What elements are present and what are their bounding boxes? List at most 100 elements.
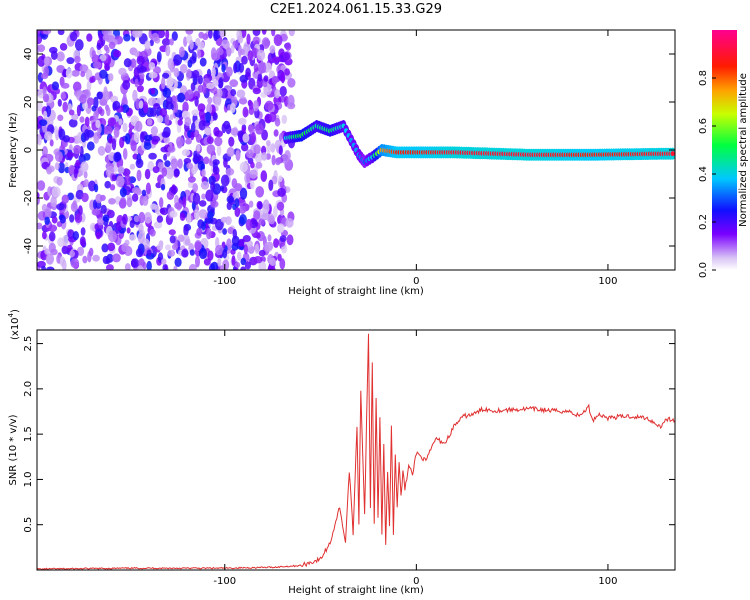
heatmap-noise-cell [135, 248, 143, 258]
heatmap-noise-cell [173, 101, 179, 114]
heatmap-noise-cell [162, 87, 172, 98]
heatmap-noise-cell [258, 62, 267, 74]
heatmap-noise-cell [62, 135, 70, 143]
heatmap-noise-cell [226, 66, 233, 77]
heatmap-noise-cell [144, 212, 152, 224]
heatmap-noise-cell [99, 54, 107, 62]
snr-y-ticks: 0.5 1.0 1.5 2.0 2.5 [23, 336, 675, 533]
heatmap-noise-cell [108, 230, 117, 243]
heatmap-noise-cell [198, 31, 205, 39]
heatmap-noise-cell [80, 238, 86, 248]
heatmap-noise-cell [69, 31, 78, 42]
heatmap-noise-cell [86, 141, 95, 151]
y-tick-label: 0.5 [23, 517, 34, 533]
heatmap-noise-cell [242, 235, 251, 242]
heatmap-noise-cell [147, 160, 155, 172]
heatmap-noise-cell [149, 228, 156, 237]
heatmap-noise-cell [103, 44, 109, 51]
heatmap-noise-cell [184, 238, 191, 246]
heatmap-noise-cell [185, 30, 194, 35]
heatmap-noise-cell [214, 136, 223, 147]
heatmap-noise-cell [80, 71, 86, 78]
heatmap-noise-cell [118, 67, 127, 76]
heatmap-noise-cell [134, 78, 139, 88]
heatmap-noise-cell [107, 242, 116, 252]
heatmap-noise-cell [122, 92, 127, 104]
heatmap-noise-cell [111, 138, 117, 151]
heatmap-noise-cell [198, 200, 207, 207]
heatmap-noise-cell [151, 135, 161, 143]
heatmap-noise-cell [37, 101, 43, 112]
heatmap-noise-cell [133, 131, 140, 143]
heatmap-noise-cell [214, 96, 222, 106]
heatmap-noise-cell [210, 261, 219, 270]
heatmap-noise-cell [138, 211, 146, 224]
heatmap-noise-cell [122, 213, 128, 225]
heatmap-noise-cell [173, 168, 180, 177]
heatmap-noise-cell [198, 247, 208, 260]
heatmap-noise-cell [205, 111, 212, 124]
heatmap-noise-cell [222, 228, 228, 235]
heatmap-noise-cell [78, 205, 83, 216]
heatmap-noise-cell [68, 118, 78, 128]
heatmap-noise-cell [230, 89, 237, 97]
heatmap-noise-cell [143, 101, 149, 114]
snr-frame [36, 329, 676, 571]
heatmap-noise-cell [286, 234, 294, 246]
heatmap-noise-cell [60, 92, 67, 100]
heatmap-noise-cell [288, 30, 295, 37]
heatmap-noise-cell [122, 79, 131, 90]
heatmap-noise-cell [240, 257, 247, 266]
heatmap-noise-cell [262, 199, 270, 211]
heatmap-noise-cell [133, 50, 140, 57]
heatmap-noise-cell [269, 257, 277, 267]
heatmap-noise-cell [246, 33, 251, 45]
heatmap-noise-cell [146, 118, 153, 126]
y-tick-label: 1.5 [23, 426, 34, 442]
heatmap-noise-cell [43, 56, 50, 66]
heatmap-cells [37, 30, 675, 270]
heatmap-noise-cell [227, 227, 235, 235]
heatmap-noise-cell [128, 234, 137, 241]
heatmap-noise-cell [84, 116, 90, 128]
heatmap-noise-cell [221, 63, 226, 73]
heatmap-noise-cell [146, 260, 152, 270]
heatmap-noise-cell [167, 145, 176, 153]
heatmap-noise-cell [248, 169, 258, 179]
heatmap-noise-cell [206, 136, 214, 145]
heatmap-noise-cell [37, 30, 41, 35]
heatmap-noise-cell [190, 122, 196, 134]
heatmap-noise-cell [238, 205, 247, 214]
heatmap-noise-cell [50, 196, 57, 208]
heatmap-noise-cell [268, 215, 276, 225]
snr-scale-prefix: (x10 [10, 317, 21, 340]
heatmap-noise-cell [193, 209, 200, 220]
heatmap-noise-cell [212, 166, 220, 175]
heatmap-noise-cell [179, 212, 186, 221]
heatmap-noise-cell [59, 214, 66, 224]
heatmap-noise-cell [153, 66, 161, 75]
heatmap-noise-cell [217, 257, 222, 267]
heatmap-noise-cell [281, 114, 288, 124]
heatmap-noise-cell [112, 253, 121, 263]
heatmap-noise-cell [94, 183, 99, 193]
heatmap-noise-cell [138, 223, 144, 234]
heatmap-noise-cell [161, 167, 168, 177]
heatmap-noise-cell [275, 157, 281, 166]
colorbar-label: Normalized spectral amplitude [738, 73, 749, 227]
heatmap-noise-cell [123, 58, 132, 68]
heatmap-noise-cell [197, 219, 204, 229]
heatmap-noise-cell [115, 175, 125, 188]
colorbar: 0.0 0.2 0.4 0.6 0.8 Normalized spectral ampl… [698, 30, 749, 278]
heatmap-noise-cell [171, 31, 178, 41]
heatmap-noise-cell [79, 94, 87, 104]
y-tick-label: 20 [23, 96, 34, 109]
heatmap-noise-cell [123, 33, 131, 42]
heatmap-y-ticks: -40 -20 0 20 40 [23, 48, 675, 254]
heatmap-noise-cell [205, 227, 212, 240]
heatmap-noise-cell [230, 102, 236, 114]
heatmap-noise-cell [111, 174, 117, 182]
heatmap-noise-cell [71, 113, 79, 121]
heatmap-noise-cell [186, 212, 192, 222]
heatmap-noise-cell [247, 50, 254, 62]
